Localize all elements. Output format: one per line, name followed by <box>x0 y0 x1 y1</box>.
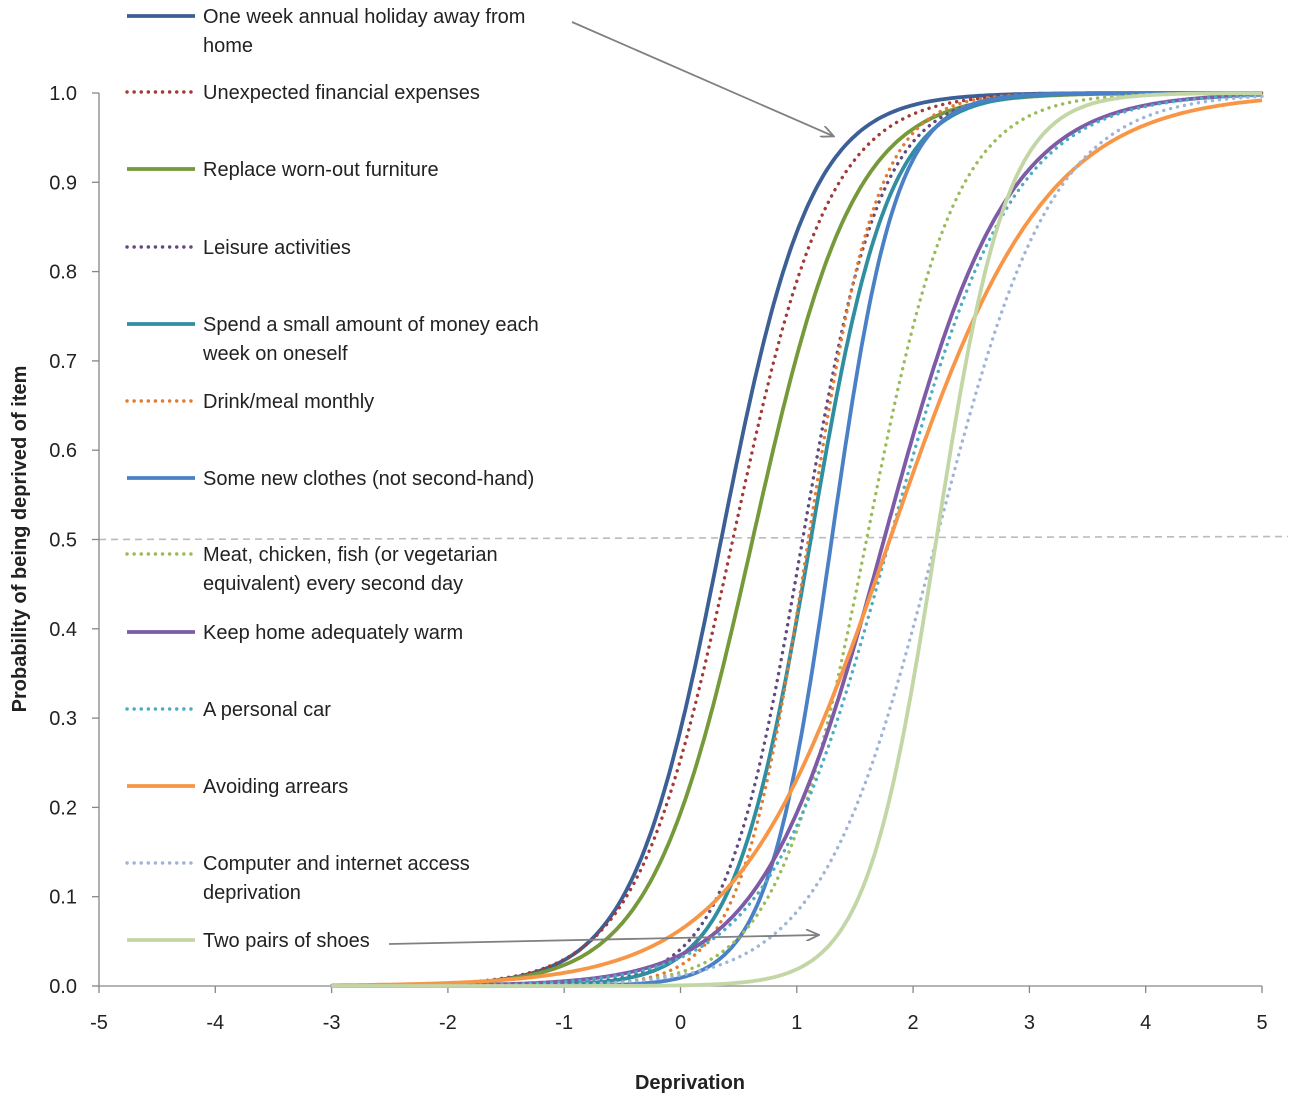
annotation-arrow-holiday <box>571 21 833 136</box>
x-tick-label: -4 <box>206 1012 224 1034</box>
y-tick-label: 0.3 <box>49 708 77 730</box>
legend-label: Unexpected financial expenses <box>203 82 480 104</box>
legend-label: Replace worn-out furniture <box>203 159 439 181</box>
legend-label: Keep home adequately warm <box>203 622 463 644</box>
x-axis-title: Deprivation <box>635 1072 745 1094</box>
legend-label: week on oneself <box>202 343 348 365</box>
legend-item: Two pairs of shoes <box>127 930 370 952</box>
y-axis-title: Probability of being deprived of item <box>9 366 31 713</box>
y-tick-label: 0.5 <box>49 530 77 552</box>
axes-layer: -5 -4 -3 -2 -1 0 1 2 3 4 5 0.0 0.1 0.2 0.3 0.4 0.5 0.6 0.7… <box>49 83 1267 1034</box>
legend-item: Drink/meal monthly <box>125 391 374 413</box>
y-tick-label: 0.9 <box>49 172 77 194</box>
series-line-13 <box>331 91 1262 988</box>
legend-label: Drink/meal monthly <box>203 391 374 413</box>
series-line-1 <box>331 91 1262 988</box>
x-tick-label: 4 <box>1140 1012 1151 1034</box>
x-tick-label: 3 <box>1024 1012 1035 1034</box>
legend-label: Leisure activities <box>203 237 351 259</box>
legend-label: Computer and internet access <box>203 853 470 875</box>
legend-item: Some new clothes (not second-hand) <box>127 468 534 490</box>
annotation-layer <box>388 21 833 945</box>
y-tick-label: 0.2 <box>49 797 77 819</box>
legend-label: home <box>203 35 253 57</box>
legend-label: A personal car <box>203 699 331 721</box>
y-tick-label: 0.7 <box>49 351 77 373</box>
series-line-11 <box>331 98 1263 988</box>
y-tick-label: 0.6 <box>49 440 77 462</box>
legend-label: Some new clothes (not second-hand) <box>203 468 534 490</box>
y-tick-label: 0.4 <box>49 619 77 641</box>
legend-label: Meat, chicken, fish (or vegetarian <box>203 544 498 566</box>
x-tick-label: 2 <box>908 1012 919 1034</box>
legend-item: One week annual holiday away from home <box>127 6 525 57</box>
legend-item: Leisure activities <box>125 237 351 259</box>
legend-item: Keep home adequately warm <box>127 622 463 644</box>
legend-label: deprivation <box>203 882 301 904</box>
legend-label: One week annual holiday away from <box>203 6 525 28</box>
reference-line-0.5 <box>98 535 1289 541</box>
legend-item: Avoiding arrears <box>127 776 348 798</box>
annotation-arrow-shoes <box>388 935 818 945</box>
series-layer <box>329 91 1264 988</box>
legend-item: Replace worn-out furniture <box>127 159 439 181</box>
x-tick-label: -1 <box>555 1012 573 1034</box>
y-tick-label: 0.1 <box>49 887 77 909</box>
legend-item: Meat, chicken, fish (or vegetarian equiva… <box>125 544 498 595</box>
x-tick-label: 0 <box>675 1012 686 1034</box>
legend-label: Two pairs of shoes <box>203 930 370 952</box>
x-tick-label: 5 <box>1256 1012 1267 1034</box>
x-tick-label: 1 <box>791 1012 802 1034</box>
legend-item: Spend a small amount of money each week o… <box>127 314 539 365</box>
y-tick-label: 1.0 <box>49 83 77 105</box>
legend-label: equivalent) every second day <box>203 573 463 595</box>
reference-layer <box>98 535 1289 541</box>
y-tick-label: 0.8 <box>49 262 77 284</box>
legend-label: Avoiding arrears <box>203 776 348 798</box>
legend-item: Computer and internet access deprivation <box>125 853 470 904</box>
legend-item: A personal car <box>125 699 331 721</box>
y-tick-label: 0.0 <box>49 976 77 998</box>
legend-item: Unexpected financial expenses <box>125 82 480 104</box>
x-tick-label: -3 <box>323 1012 341 1034</box>
legend: One week annual holiday away from home Une… <box>125 6 539 952</box>
legend-label: Spend a small amount of money each <box>203 314 539 336</box>
x-tick-label: -2 <box>439 1012 457 1034</box>
x-tick-label: -5 <box>90 1012 108 1034</box>
